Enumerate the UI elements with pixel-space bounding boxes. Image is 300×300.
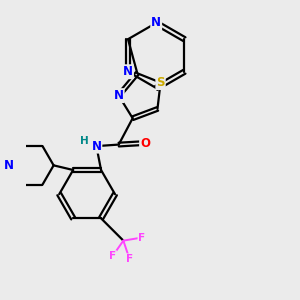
Text: N: N (114, 89, 124, 102)
Text: N: N (92, 140, 101, 153)
Text: N: N (123, 65, 133, 78)
Text: H: H (80, 136, 89, 146)
Text: F: F (109, 251, 116, 261)
Text: F: F (138, 232, 146, 242)
Text: N: N (4, 159, 14, 172)
Text: O: O (140, 136, 150, 149)
Text: F: F (126, 254, 133, 264)
Text: S: S (156, 76, 165, 89)
Text: N: N (151, 16, 161, 29)
